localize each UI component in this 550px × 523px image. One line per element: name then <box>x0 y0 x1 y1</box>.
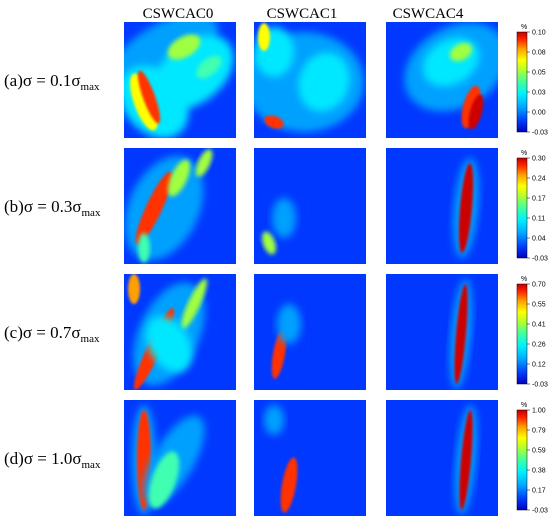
colorbar-tick-label: -0.03 <box>532 256 548 263</box>
colorbar-tick-label: -0.03 <box>532 130 548 137</box>
column-title-cswcac0: CSWCAC0 <box>143 6 214 22</box>
colorbar-unit: % <box>521 150 527 157</box>
colorbar-tick-label: 0.79 <box>532 428 546 435</box>
colorbar-d: % 1.00 0.79 0.59 0.38 0.17 -0.03 <box>516 402 548 515</box>
row-label-b: (b)σ = 0.3σmax <box>4 197 101 219</box>
row-label-a: (a)σ = 0.1σmax <box>4 71 100 93</box>
contour-panel-d-cswcac1 <box>254 400 366 516</box>
contour-region <box>454 284 468 384</box>
contour-region <box>458 163 474 253</box>
colorbar-tick-label: 0.11 <box>532 216 545 223</box>
contour-region <box>461 85 481 129</box>
colorbar-tick-label: 0.55 <box>532 302 546 309</box>
contour-panel-d-cswcac4 <box>386 400 498 516</box>
colorbar-tick-label: 1.00 <box>532 408 546 415</box>
contour-panel-c-cswcac0 <box>124 274 236 390</box>
contour-region <box>196 55 222 79</box>
colorbar-unit: % <box>521 402 527 409</box>
contour-panels <box>124 22 498 516</box>
contour-region <box>264 115 284 129</box>
colorbar-tick-label: 0.26 <box>532 342 546 349</box>
contour-panel-a-cswcac1 <box>254 22 366 138</box>
colorbar-unit: % <box>521 24 527 31</box>
contour-region <box>262 231 276 255</box>
contour-region <box>137 70 161 124</box>
contour-panel-b-cswcac0 <box>124 148 236 264</box>
contour-panel-d-cswcac0 <box>124 400 236 516</box>
contour-region <box>148 451 180 509</box>
contour-region <box>180 278 208 330</box>
contour-region <box>468 94 484 130</box>
colorbar-tick-label: 0.04 <box>532 236 546 243</box>
colorbar-tick-label: 0.12 <box>532 362 546 369</box>
contour-region <box>195 149 213 177</box>
contour-panel-a-cswcac0 <box>124 22 236 138</box>
column-title-cswcac4: CSWCAC4 <box>393 6 464 22</box>
contour-region <box>277 304 301 344</box>
colorbar-c: % 0.70 0.55 0.41 0.26 0.12 -0.03 <box>516 276 548 389</box>
contour-region <box>264 405 284 435</box>
colorbar-tick-label: 0.70 <box>532 282 546 289</box>
contour-region <box>271 329 287 379</box>
panel-background <box>386 400 498 516</box>
colorbars: % 0.10 0.08 0.05 0.03 0.00 -0.03% 0.30 0.24 0.17 0… <box>516 24 548 515</box>
contour-region <box>459 410 473 510</box>
column-title-cswcac1: CSWCAC1 <box>267 6 338 22</box>
colorbar-tick-label: 0.00 <box>532 110 546 117</box>
contour-panel-b-cswcac4 <box>386 148 498 264</box>
contour-region <box>280 457 298 513</box>
contour-region <box>167 34 201 60</box>
contour-panel-a-cswcac4 <box>386 22 498 138</box>
contour-region <box>167 159 191 197</box>
colorbar-tick-label: 0.10 <box>532 30 546 37</box>
panel-background <box>386 274 498 390</box>
colorbar-tick-label: 0.17 <box>532 196 546 203</box>
colorbar-tick-label: 0.41 <box>532 322 546 329</box>
contour-region <box>146 316 192 372</box>
colorbar-tick-label: 0.08 <box>532 50 546 57</box>
contour-region <box>128 274 140 304</box>
contour-region <box>258 23 270 51</box>
colorbar-tick-label: 0.03 <box>532 90 546 97</box>
contour-region <box>138 233 150 263</box>
colorbar-tick-label: -0.03 <box>532 508 548 515</box>
colorbar-tick-label: 0.17 <box>532 488 546 495</box>
colorbar-tick-label: -0.03 <box>532 382 548 389</box>
row-labels: (a)σ = 0.1σmax (b)σ = 0.3σmax (c)σ = 0.7σm… <box>4 71 101 471</box>
contour-panel-b-cswcac1 <box>254 148 366 264</box>
panel-background <box>386 148 498 264</box>
contour-region <box>135 171 173 245</box>
colorbar-tick-label: 0.24 <box>532 176 546 183</box>
contour-region <box>272 198 296 238</box>
row-label-c: (c)σ = 0.7σmax <box>4 323 100 345</box>
colorbar-tick-label: 0.59 <box>532 448 546 455</box>
row-label-d: (d)σ = 1.0σmax <box>4 449 101 471</box>
colorbar-tick-label: 0.30 <box>532 156 546 163</box>
contour-region <box>298 52 350 112</box>
colorbar-tick-label: 0.38 <box>532 468 546 475</box>
colorbar-tick-label: 0.05 <box>532 70 546 77</box>
contour-panel-c-cswcac1 <box>254 274 366 390</box>
contour-region <box>130 73 158 131</box>
colorbar-b: % 0.30 0.24 0.17 0.11 0.04 -0.03 <box>516 150 548 263</box>
contour-panel-c-cswcac4 <box>386 274 498 390</box>
colorbar-unit: % <box>521 276 527 283</box>
contour-region <box>449 42 473 62</box>
colorbar-a: % 0.10 0.08 0.05 0.03 0.00 -0.03 <box>516 24 548 137</box>
